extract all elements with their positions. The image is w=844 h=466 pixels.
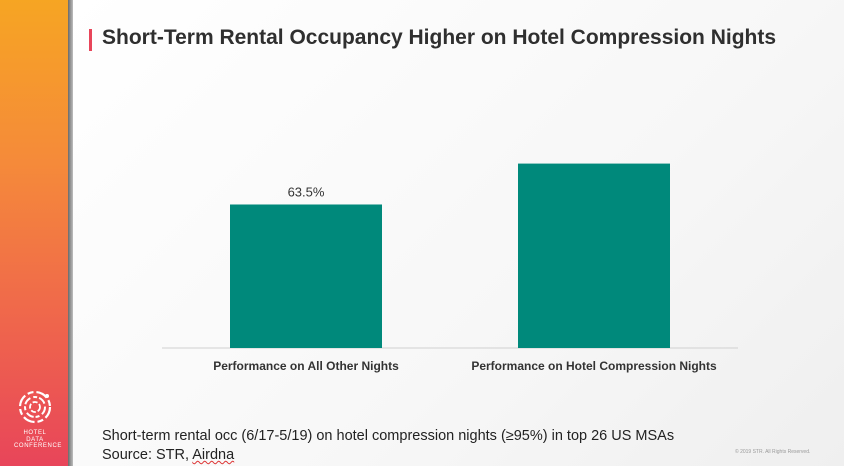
slide-title: Short-Term Rental Occupancy Higher on Ho… bbox=[102, 26, 777, 49]
copyright-text: © 2019 STR. All Rights Reserved. bbox=[735, 449, 811, 455]
logo-text: HOTEL DATA CONFERENCE bbox=[14, 430, 63, 450]
bar-2 bbox=[518, 163, 670, 348]
category-label-1: Performance on All Other Nights bbox=[213, 359, 399, 373]
title-accent-bar bbox=[89, 29, 92, 51]
logo-line-2: CONFERENCE bbox=[14, 443, 63, 449]
data-label-1: 63.5% bbox=[288, 184, 325, 199]
slide-area bbox=[73, 0, 844, 466]
logo-mark-icon bbox=[18, 390, 52, 424]
conference-logo: HOTEL DATA CONFERENCE bbox=[14, 386, 61, 449]
logo-line-1: HOTEL DATA bbox=[23, 430, 47, 443]
bar-chart: 63.5%Performance on All Other Nights81.6… bbox=[150, 144, 790, 395]
source-prefix: Source: STR, bbox=[102, 447, 193, 463]
footnote-line-2: Source: STR, Airdna bbox=[102, 446, 674, 465]
sidebar-band bbox=[0, 0, 68, 466]
footnote: Short-term rental occ (6/17-5/19) on hot… bbox=[102, 427, 674, 465]
chart-svg: 63.5%Performance on All Other Nights81.6… bbox=[162, 144, 738, 373]
bar-1 bbox=[230, 204, 382, 348]
footnote-line-1: Short-term rental occ (6/17-5/19) on hot… bbox=[102, 428, 675, 444]
source-name: Airdna bbox=[192, 447, 235, 463]
sidebar-shadow bbox=[68, 0, 73, 466]
category-label-2: Performance on Hotel Compression Nights bbox=[471, 359, 717, 373]
